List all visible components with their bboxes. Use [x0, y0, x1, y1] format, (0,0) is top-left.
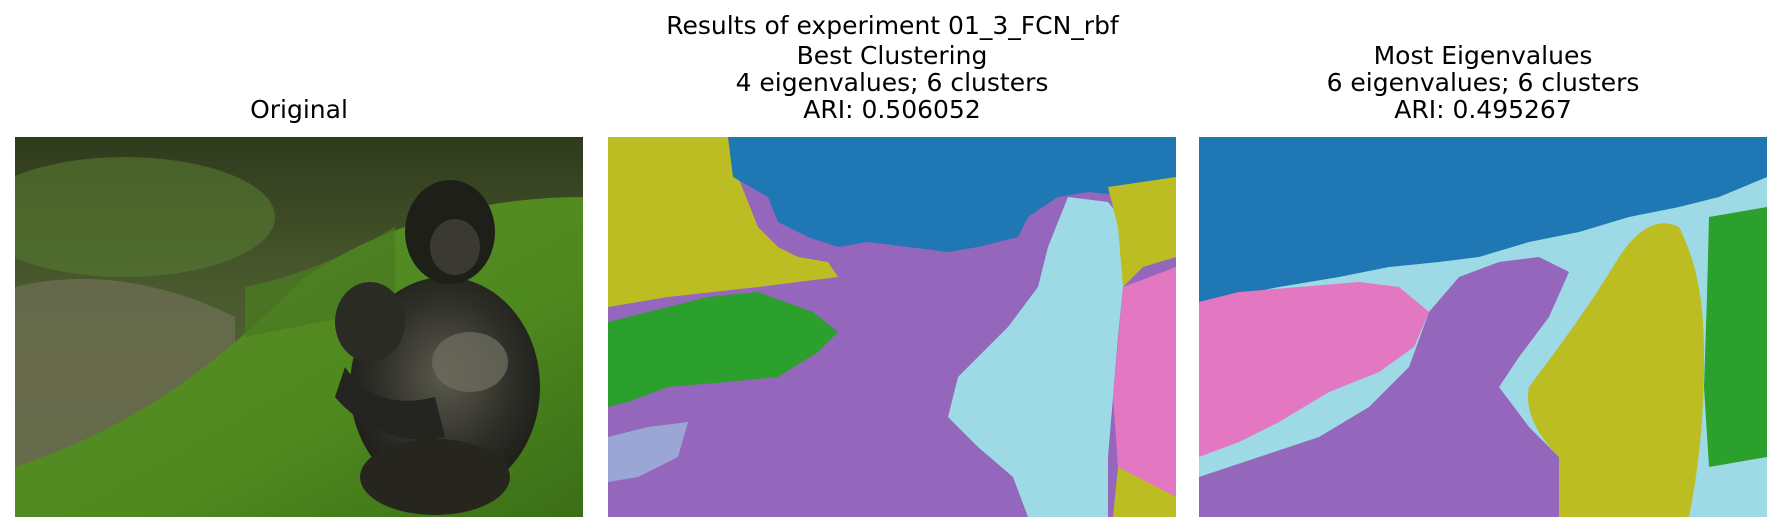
- panel-title-original: Original: [250, 95, 348, 124]
- panel-subtitle-ari: ARI: 0.506052: [803, 95, 981, 124]
- panel-subtitle-eigenvalues: 4 eigenvalues; 6 clusters: [735, 68, 1049, 97]
- gorilla: [335, 180, 540, 515]
- segment-blue: [728, 137, 1176, 252]
- panel-title-most-eigenvalues: Most Eigenvalues: [1373, 41, 1593, 70]
- best-clustering-segmentation: [608, 137, 1176, 517]
- segment-pink: [1199, 282, 1429, 457]
- segment-olive-left: [608, 137, 838, 307]
- segment-olive-bottom: [1113, 467, 1176, 517]
- figure-suptitle: Results of experiment 01_3_FCN_rbf: [666, 11, 1119, 40]
- segment-blue: [1199, 137, 1767, 302]
- segment-olive-right: [1108, 177, 1176, 287]
- panel-subtitle-eigenvalues: 6 eigenvalues; 6 clusters: [1326, 68, 1640, 97]
- original-image: [15, 137, 583, 517]
- segment-cyan-speckle: [608, 422, 688, 482]
- segment-pink: [1113, 267, 1176, 497]
- most-eigenvalues-segmentation: [1199, 137, 1767, 517]
- segment-green: [608, 292, 838, 407]
- panel-most-eigenvalues: Most Eigenvalues 6 eigenvalues; 6 cluste…: [1199, 40, 1767, 518]
- panel-best-clustering: Best Clustering 4 eigenvalues; 6 cluster…: [608, 40, 1176, 518]
- segment-olive: [1528, 223, 1704, 517]
- panel-original: Original: [15, 40, 583, 518]
- segment-green: [1704, 207, 1767, 467]
- panel-title-best-clustering: Best Clustering: [796, 41, 988, 70]
- blurred-bush: [15, 157, 275, 277]
- segment-cyan: [948, 197, 1128, 517]
- panel-subtitle-ari: ARI: 0.495267: [1394, 95, 1572, 124]
- segment-purple: [1199, 257, 1569, 517]
